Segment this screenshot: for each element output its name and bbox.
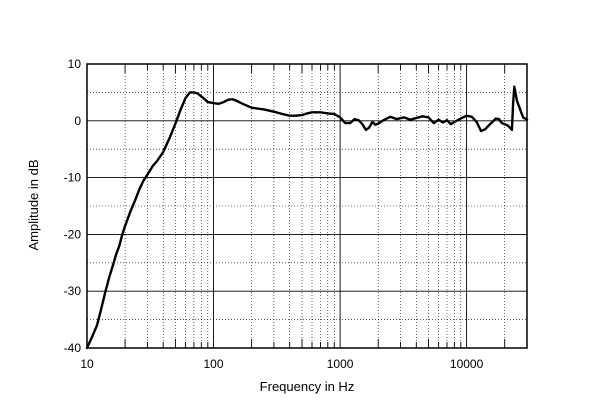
series-line-0 <box>85 85 529 350</box>
y-tick-label: -20 <box>64 227 82 241</box>
x-tick-label: 10000 <box>450 357 484 371</box>
x-tick-label: 10 <box>80 357 94 371</box>
y-tick-label: -40 <box>64 341 82 355</box>
y-tick-label: 0 <box>74 114 81 128</box>
x-tick-label: 100 <box>203 357 223 371</box>
series-group <box>85 85 529 350</box>
x-axis-title: Frequency in Hz <box>260 379 355 394</box>
x-tick-label: 1000 <box>327 357 354 371</box>
plot-frame <box>86 63 528 349</box>
y-tick-label: -30 <box>64 284 82 298</box>
grid <box>87 64 527 348</box>
y-tick-label: -10 <box>64 171 82 185</box>
y-tick-label: 10 <box>68 57 82 71</box>
y-axis-title: Amplitude in dB <box>26 159 41 250</box>
